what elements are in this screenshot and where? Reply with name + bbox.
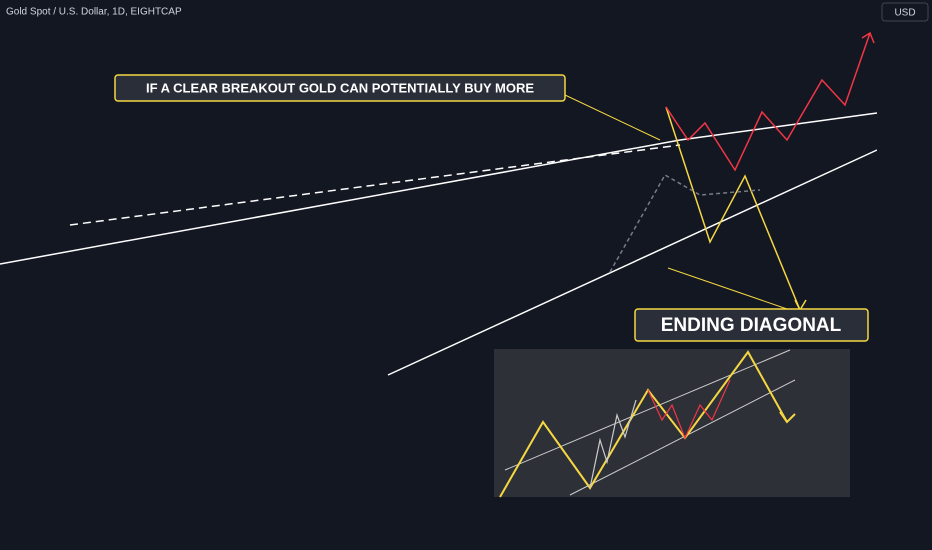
pattern-text: ENDING DIAGONAL (661, 315, 842, 336)
inset-diagram (494, 349, 850, 498)
time-axis (0, 530, 877, 550)
pattern-label: ENDING DIAGONAL (634, 267, 869, 342)
callout: IF A CLEAR BREAKOUT GOLD CAN POTENTIALLY… (114, 74, 661, 141)
currency: USD (894, 8, 915, 19)
price-axis (877, 0, 932, 550)
chart-title: Gold Spot / U.S. Dollar, 1D, EIGHTCAP (6, 7, 182, 18)
currency-button[interactable] (881, 2, 929, 22)
callout-text: IF A CLEAR BREAKOUT GOLD CAN POTENTIALLY… (146, 80, 534, 95)
